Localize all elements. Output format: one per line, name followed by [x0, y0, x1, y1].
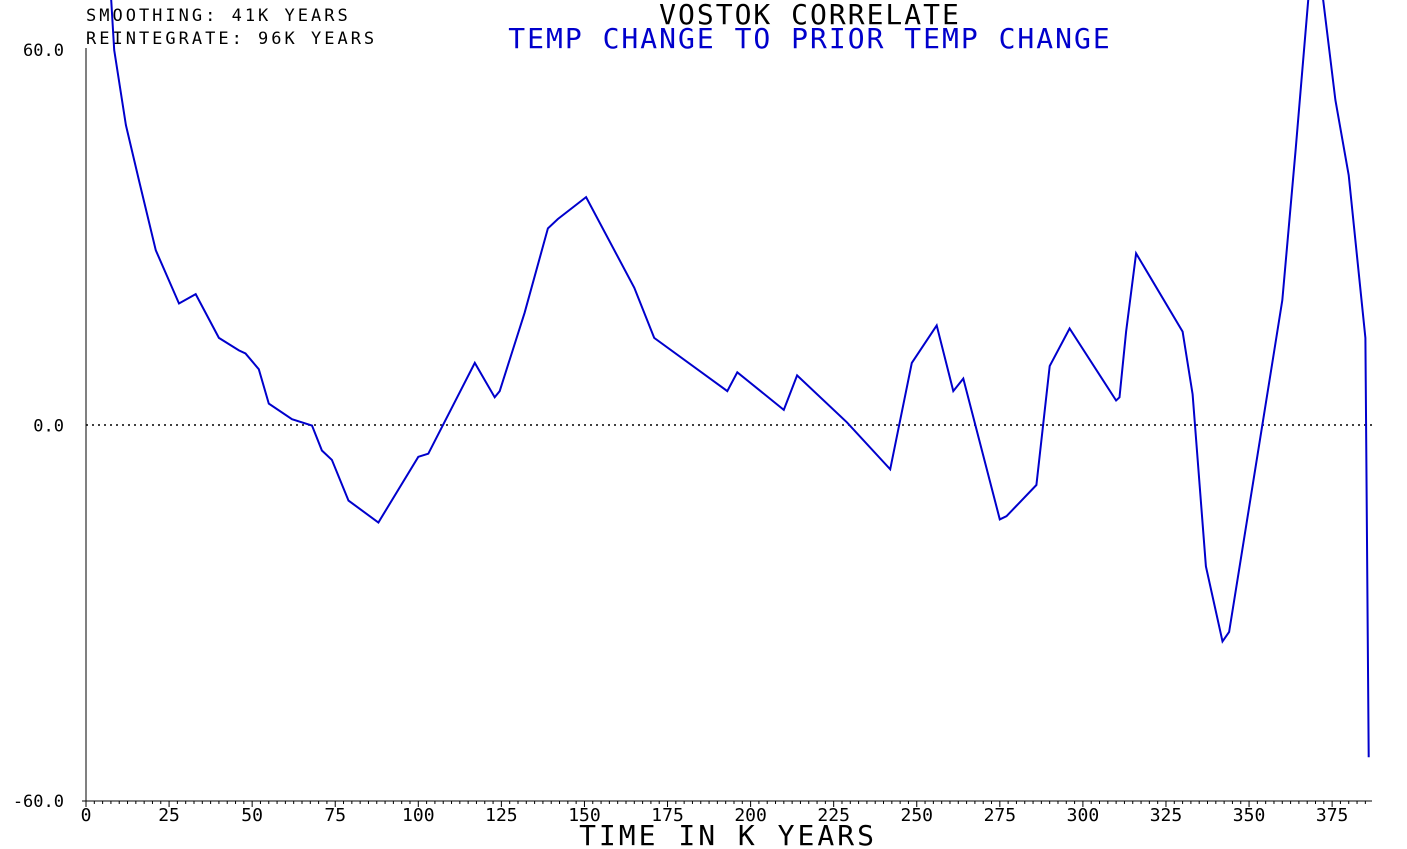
y-tick-labels: 60.0 0.0 -60.0: [13, 41, 64, 812]
y-tick-label: -60.0: [13, 792, 64, 812]
x-tick-label: 75: [324, 805, 346, 826]
x-tick-label: 25: [158, 805, 180, 826]
x-tick-label: 350: [1233, 805, 1266, 826]
x-tick-label: 225: [817, 805, 850, 826]
x-tick-label: 125: [485, 805, 518, 826]
smoothing-setting-text: SMOOTHING: 41K YEARS: [86, 6, 351, 26]
x-tick-label: 275: [984, 805, 1017, 826]
x-tick-label: 200: [734, 805, 767, 826]
x-tick-label: 100: [402, 805, 435, 826]
x-tick-label: 150: [568, 805, 601, 826]
x-axis-label: TIME IN K YEARS: [579, 819, 877, 849]
x-tick-labels: 0 25 50 75 100 125 150 175 200 225 250 275 300 325 350…: [81, 805, 1349, 826]
x-tick-label: 325: [1150, 805, 1183, 826]
x-tick-label: 50: [241, 805, 263, 826]
chart-subtitle: TEMP CHANGE TO PRIOR TEMP CHANGE: [508, 22, 1111, 55]
y-tick-label: 60.0: [23, 41, 64, 61]
x-tick-label: 375: [1316, 805, 1349, 826]
x-tick-label: 300: [1067, 805, 1100, 826]
temp-change-series-line: [110, 0, 1370, 758]
x-tick-label: 175: [651, 805, 684, 826]
reintegrate-setting-text: REINTEGRATE: 96K YEARS: [86, 29, 377, 49]
x-tick-label: 0: [81, 805, 92, 826]
chart-title: VOSTOK CORRELATE: [659, 0, 961, 31]
x-ticks: [85, 801, 1366, 807]
y-tick-label: 0.0: [33, 417, 64, 437]
x-tick-label: 250: [900, 805, 933, 826]
